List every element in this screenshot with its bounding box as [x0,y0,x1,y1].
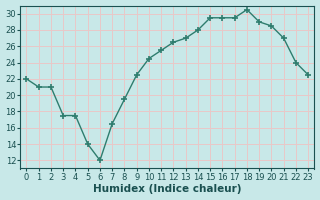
X-axis label: Humidex (Indice chaleur): Humidex (Indice chaleur) [93,184,242,194]
